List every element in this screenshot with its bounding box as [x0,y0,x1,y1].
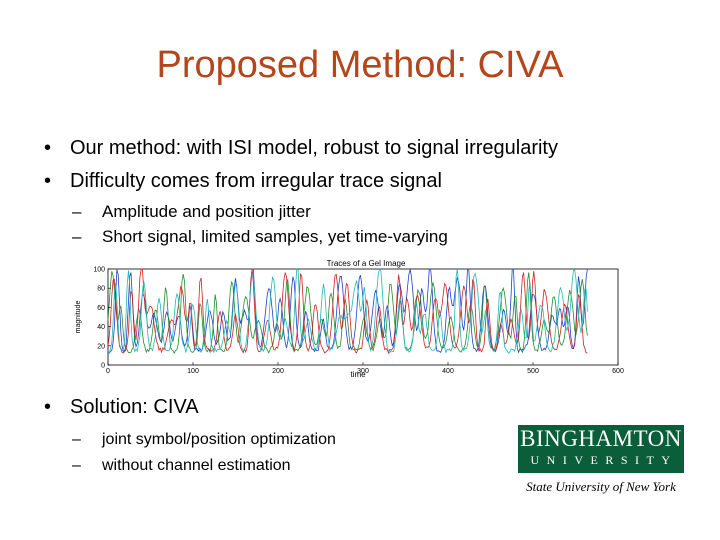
solution-text: Solution: CIVA [70,396,199,418]
trace-series-line [107,268,588,354]
university-logo: BINGHAMTON UNIVERSITY State University o… [518,425,684,495]
sub-bullet-item: – joint symbol/position optimization [72,427,336,453]
series-group [107,268,588,355]
trace-chart: Traces of a Gel Image 0 100 200 300 400 500 60… [75,259,624,379]
logo-bottom-text: UNIVERSITY [530,453,678,467]
x-tick-label: 100 [187,368,199,375]
sub-bullet-text: without channel estimation [102,457,291,474]
trace-series-line [107,268,588,355]
bullet-text: Difficulty comes from irregular trace si… [70,170,442,192]
sub-bullet-text: joint symbol/position optimization [102,431,336,448]
sub-bullet-item: – Short signal, limited samples, yet time… [72,224,448,249]
tick-group: 0 100 200 300 400 500 600 0 20 40 60 80 100 [93,267,624,376]
sub-bullet-list: – Amplitude and position jitter – Short si… [72,199,448,249]
x-tick-label: 300 [357,368,369,375]
y-tick-label: 0 [101,363,105,370]
y-tick-label: 80 [97,286,105,293]
trace-series-line [107,271,588,355]
sub-bullet-text: Short signal, limited samples, yet time-… [102,227,448,246]
trace-series-line [107,268,588,354]
x-tick-label: 0 [106,368,110,375]
dash-glyph: – [72,457,81,474]
sub-bullet-item: – Amplitude and position jitter [72,199,448,224]
logo-box: BINGHAMTON UNIVERSITY [518,425,684,473]
bullet-item: • Our method: with ISI model, robust to s… [44,132,558,165]
dash-glyph: – [72,431,81,448]
sub-bullet-item: – without channel estimation [72,453,336,479]
y-tick-label: 40 [97,324,105,331]
x-tick-label: 400 [442,368,454,375]
logo-tagline: State University of New York [526,479,676,494]
bullet-list: • Our method: with ISI model, robust to s… [44,132,558,198]
solution-bullet: • Solution: CIVA [44,396,199,419]
dash-glyph: – [72,227,82,246]
bullet-text: Our method: with ISI model, robust to si… [70,137,558,159]
y-tick-label: 100 [93,267,105,274]
bullet-glyph: • [44,396,52,418]
y-axis-label: magnitude [75,301,82,334]
solution-sub-list: – joint symbol/position optimization – wit… [72,427,336,479]
bullet-glyph: • [44,137,52,159]
x-tick-label: 600 [612,368,624,375]
x-tick-label: 500 [527,368,539,375]
chart-title: Traces of a Gel Image [327,259,406,268]
y-tick-label: 60 [97,305,105,312]
y-tick-label: 20 [97,343,105,350]
logo-top-text: BINGHAMTON [520,426,682,451]
x-tick-label: 200 [272,368,284,375]
x-axis-label: time [350,370,366,379]
slide-title: Proposed Method: CIVA [156,44,564,86]
sub-bullet-text: Amplitude and position jitter [102,202,311,221]
bullet-glyph: • [44,170,52,192]
bullet-item: • Difficulty comes from irregular trace s… [44,165,558,198]
dash-glyph: – [72,202,82,221]
